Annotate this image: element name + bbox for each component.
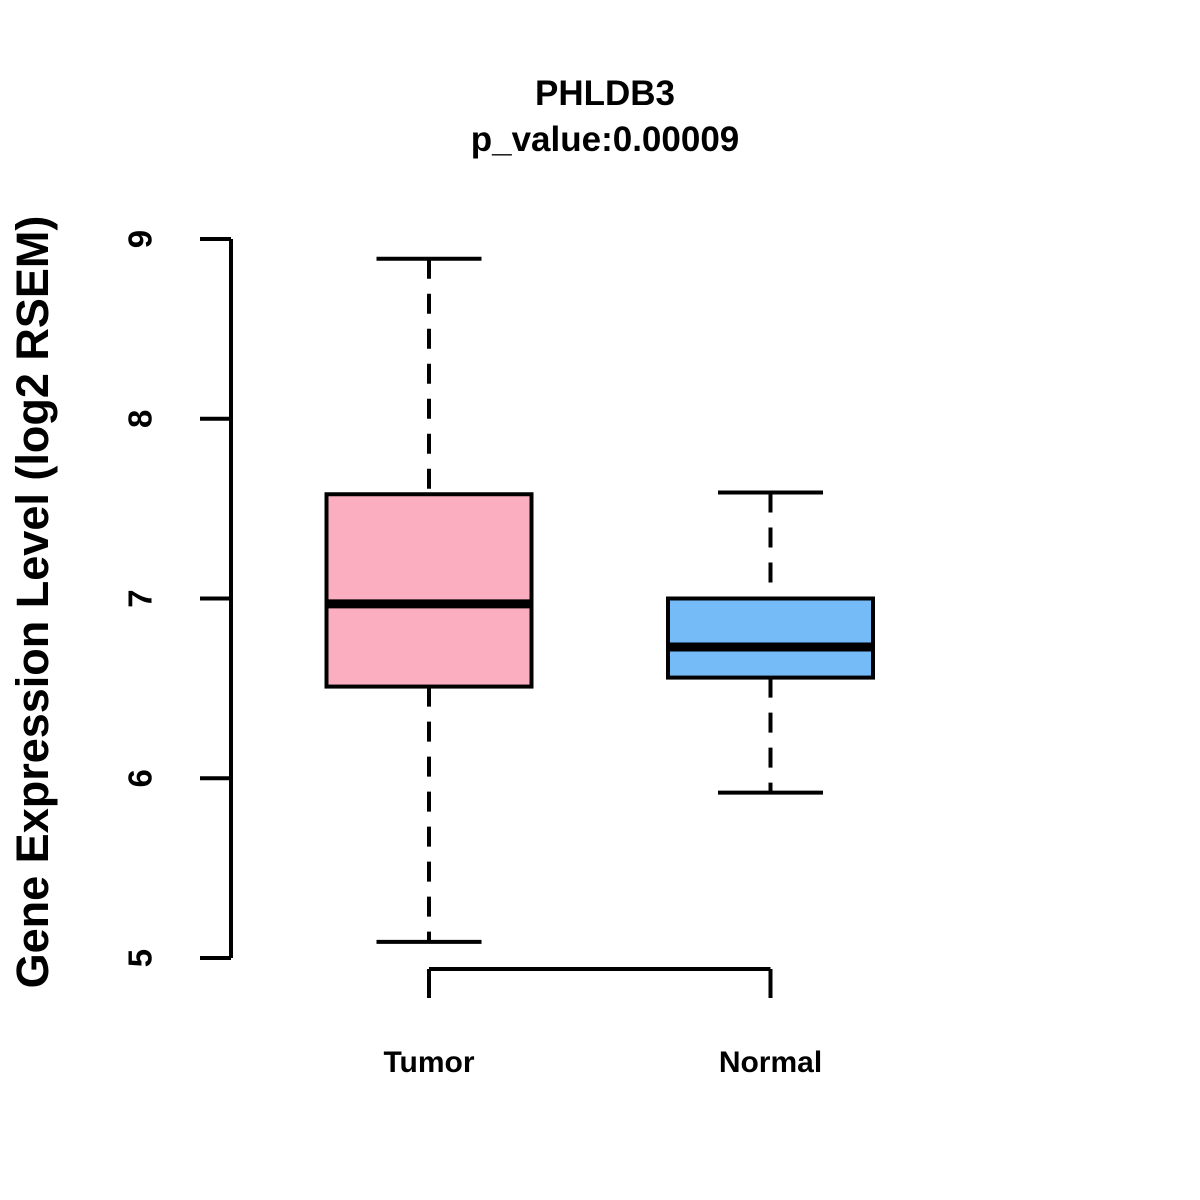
y-tick-label: 6 <box>122 769 159 787</box>
y-tick-label: 8 <box>122 410 159 428</box>
box-normal <box>666 596 875 680</box>
y-tick-label: 7 <box>122 589 159 607</box>
y-tick-label: 5 <box>122 949 159 967</box>
chart-title: PHLDB3 <box>534 74 676 113</box>
p-value-subtitle: p_value:0.00009 <box>470 120 740 159</box>
x-category-label-normal: Normal <box>719 1046 822 1079</box>
x-category-label-tumor: Tumor <box>383 1046 474 1079</box>
y-tick-label: 9 <box>122 230 159 248</box>
box-tumor <box>324 492 534 689</box>
